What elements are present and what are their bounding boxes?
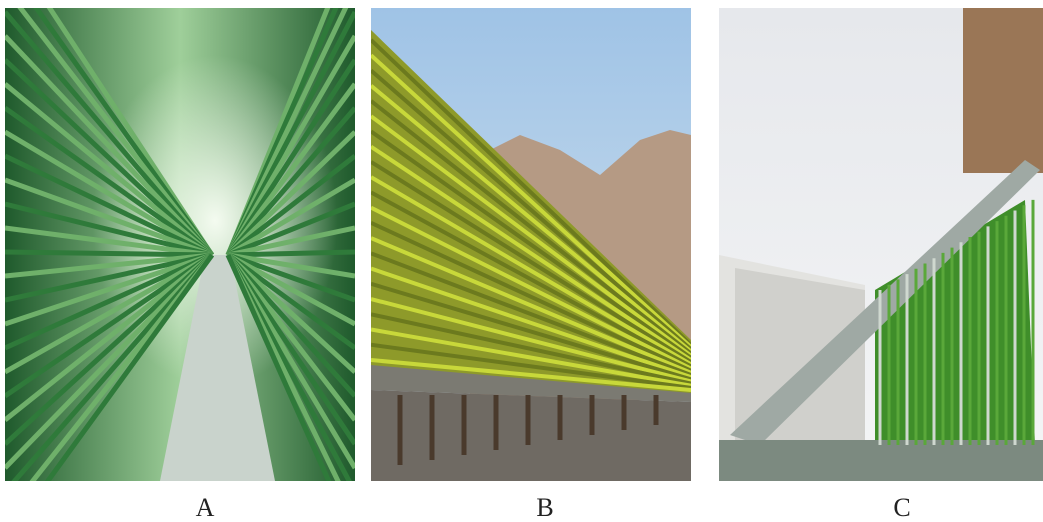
tube <box>226 154 355 257</box>
tube <box>5 252 213 303</box>
floor <box>160 255 275 481</box>
tube <box>371 327 691 388</box>
tube <box>5 34 214 257</box>
chimney <box>963 8 1043 173</box>
tube <box>5 58 214 257</box>
tube <box>5 252 214 399</box>
tube <box>227 252 355 303</box>
tube <box>371 297 691 384</box>
tube <box>371 358 691 392</box>
tube <box>371 221 691 373</box>
tube <box>5 153 214 258</box>
tube <box>371 145 691 362</box>
tube <box>371 160 691 364</box>
tube <box>226 252 355 327</box>
tube <box>5 177 213 258</box>
tube <box>17 8 214 257</box>
tube <box>371 342 691 390</box>
inclined-frame <box>730 160 1040 445</box>
tube <box>226 106 355 257</box>
tube <box>371 312 691 386</box>
tube <box>5 10 214 257</box>
tube <box>5 129 214 258</box>
tube <box>226 253 355 374</box>
tube <box>371 53 691 349</box>
pipe <box>371 365 691 402</box>
tube <box>371 281 691 382</box>
photo-c <box>719 8 1043 481</box>
panel-label: A <box>196 493 215 522</box>
tube <box>5 252 214 375</box>
photo-a <box>5 8 355 481</box>
panel-label: B <box>536 493 553 522</box>
tube <box>5 249 213 258</box>
ground <box>719 440 1043 481</box>
ground <box>371 390 691 481</box>
tube <box>226 130 355 257</box>
tube <box>371 129 691 360</box>
tube <box>227 252 355 279</box>
tube <box>371 38 691 347</box>
photo-b <box>371 8 691 481</box>
tube <box>5 225 213 258</box>
tube <box>225 82 355 257</box>
tube <box>5 253 214 446</box>
tube <box>226 177 355 258</box>
tube <box>371 68 691 351</box>
tube <box>371 205 691 371</box>
tube <box>5 201 213 258</box>
tube <box>371 84 691 353</box>
tube <box>371 175 691 367</box>
tube <box>227 249 355 258</box>
tube <box>44 253 215 481</box>
panel-label: C <box>893 493 910 522</box>
tube <box>371 251 691 377</box>
tube <box>5 252 213 279</box>
tube <box>371 266 691 380</box>
tube <box>226 252 355 351</box>
tube <box>225 253 332 481</box>
tube <box>227 225 355 258</box>
tube <box>371 99 691 356</box>
tube <box>5 253 214 470</box>
tube <box>5 252 213 327</box>
tube <box>371 114 691 358</box>
tube <box>5 82 214 257</box>
tube <box>371 190 691 369</box>
tube <box>227 201 355 258</box>
tube <box>5 105 214 258</box>
tube <box>5 253 214 422</box>
tube <box>5 252 214 351</box>
tube <box>371 236 691 375</box>
